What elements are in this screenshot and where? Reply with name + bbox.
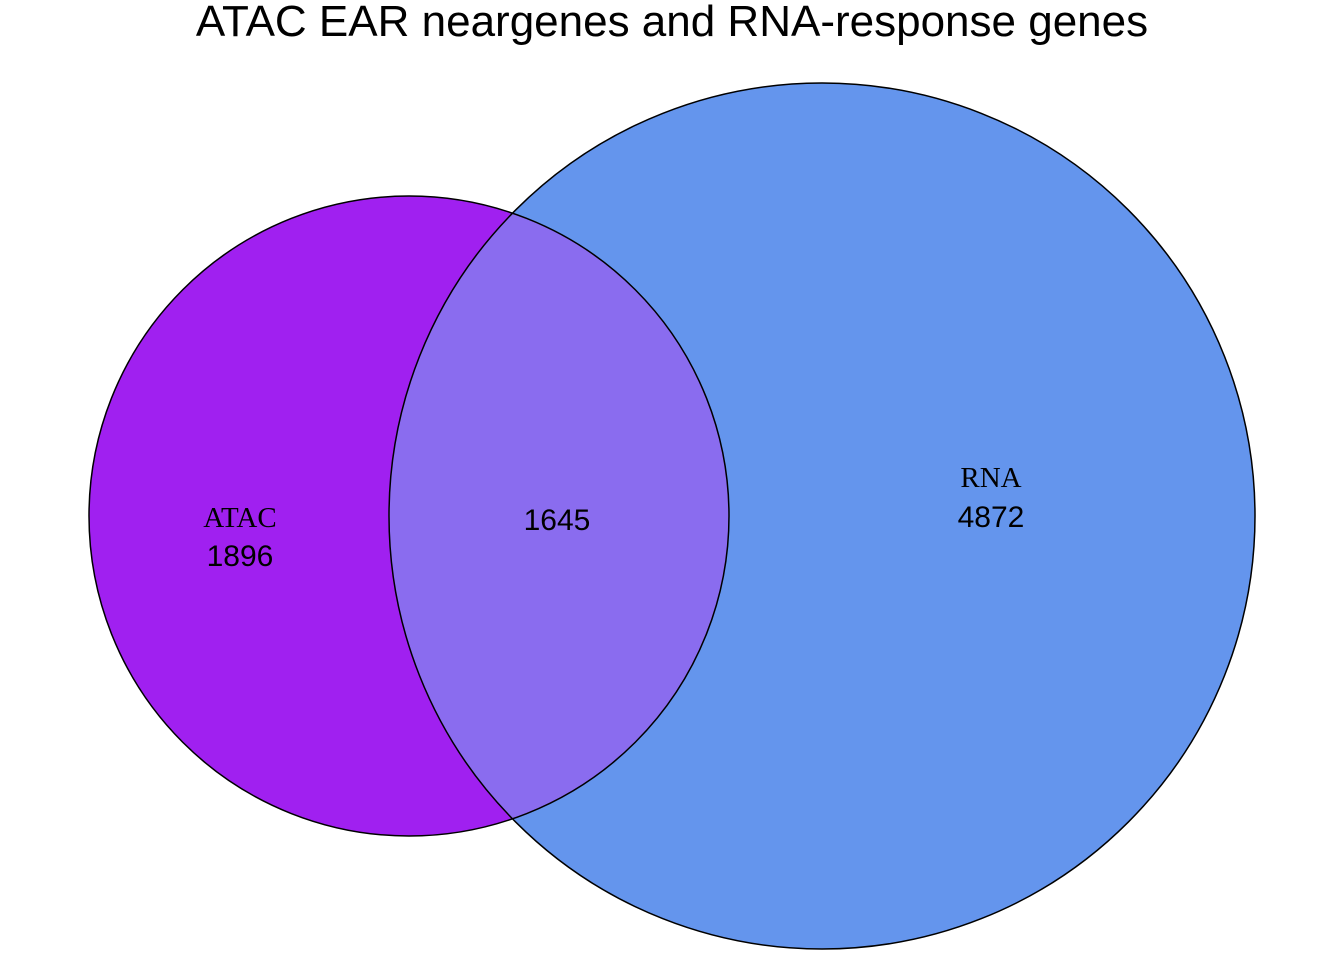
atac-set-label: ATAC xyxy=(203,502,276,534)
atac-circle-outline xyxy=(88,195,730,837)
diagram-title: ATAC EAR neargenes and RNA-response gene… xyxy=(196,0,1148,46)
rna-only-count: 4872 xyxy=(958,501,1025,534)
intersection-count: 1645 xyxy=(524,504,591,537)
overlap-region xyxy=(389,196,729,836)
atac-only-count: 1896 xyxy=(207,540,274,573)
rna-circle-outline xyxy=(388,82,1256,950)
rna-set-label: RNA xyxy=(960,462,1021,494)
